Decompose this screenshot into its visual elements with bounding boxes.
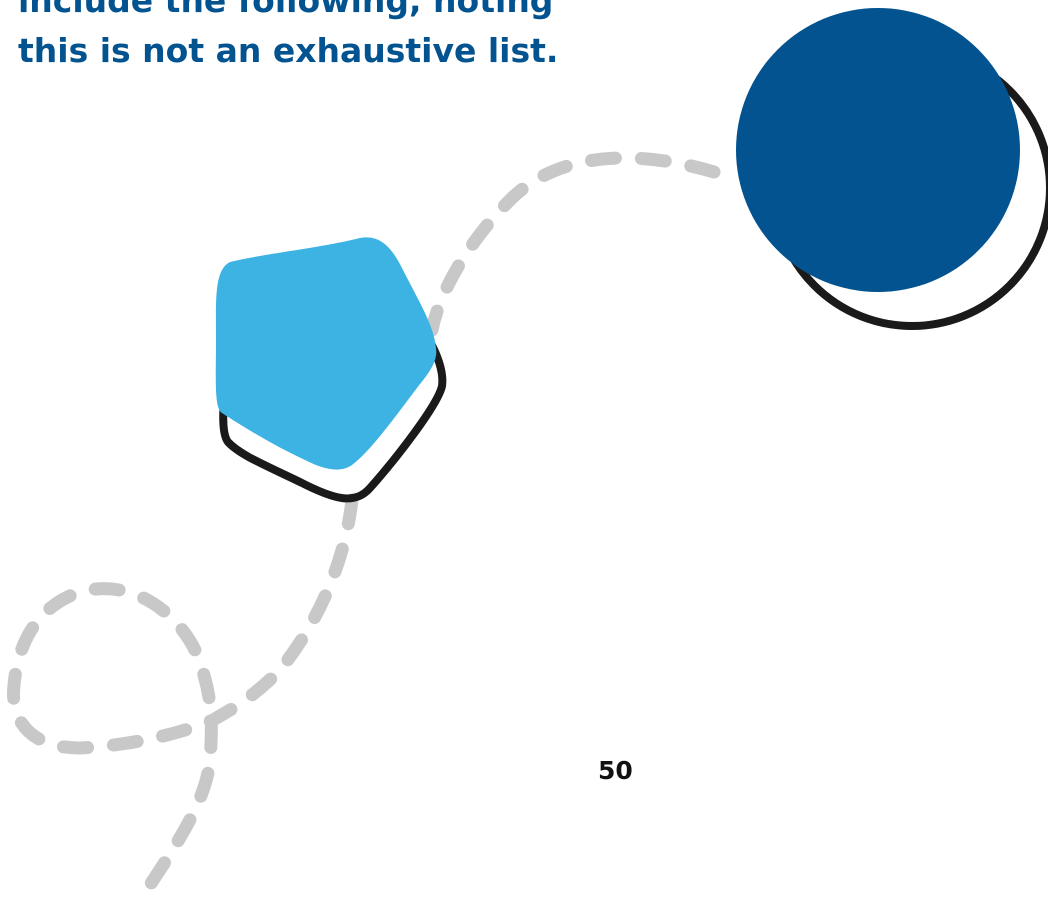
pentagon-shape: [215, 237, 437, 470]
page-number: 50: [598, 756, 633, 785]
circle-shape: [736, 8, 1020, 292]
heading-line-1: include the following, noting: [18, 0, 554, 20]
dashed-path: [7, 151, 721, 904]
page-heading: include the following, noting this is no…: [18, 0, 558, 76]
heading-line-2: this is not an exhaustive list.: [18, 31, 559, 70]
